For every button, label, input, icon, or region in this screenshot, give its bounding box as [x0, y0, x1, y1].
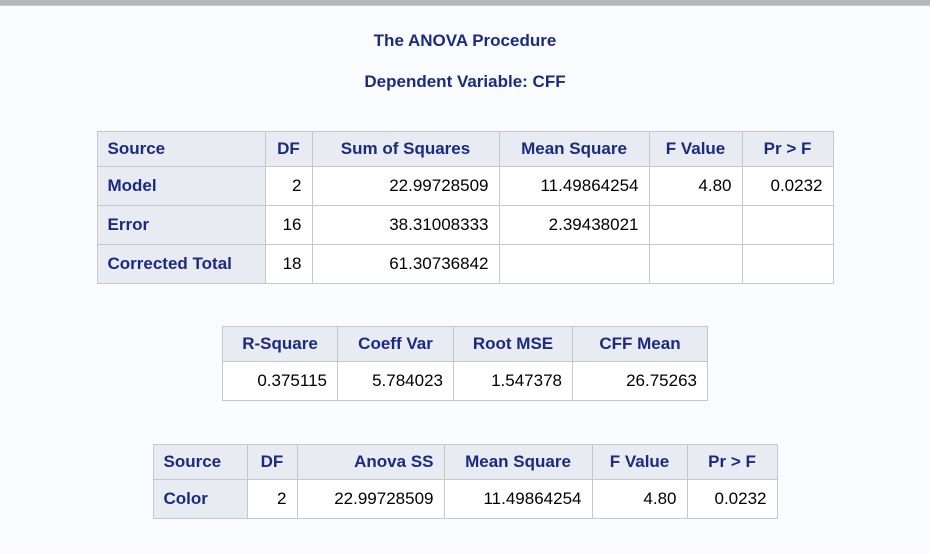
anova-row-corrected-total: Corrected Total 18 61.30736842 — [96, 244, 834, 284]
cff-mean-cell: 26.75263 — [572, 361, 708, 401]
root-mse-cell: 1.547378 — [453, 361, 573, 401]
effects-header-row: Source DF Anova SS Mean Square F Value P… — [152, 444, 778, 480]
f-value-cell: 4.80 — [591, 479, 688, 519]
dependent-variable-title: Dependent Variable: CFF — [364, 72, 566, 91]
f-value-cell — [648, 205, 743, 245]
fit-header-root-mse: Root MSE — [453, 326, 573, 362]
fit-header-row: R-Square Coeff Var Root MSE CFF Mean — [222, 326, 708, 362]
row-header-cell: Color — [152, 479, 248, 519]
sum-of-squares-cell: 38.31008333 — [311, 205, 500, 245]
mean-square-cell: 11.49864254 — [498, 166, 650, 206]
pr-f-cell: 0.0232 — [686, 479, 778, 519]
anova-ss-cell: 22.99728509 — [296, 479, 445, 519]
effects-header-anova-ss: Anova SS — [296, 444, 445, 480]
anova-header-source: Source — [96, 131, 266, 167]
df-cell: 18 — [264, 244, 313, 284]
row-header-cell: Corrected Total — [96, 244, 266, 284]
fit-values-row: 0.375115 5.784023 1.547378 26.75263 — [222, 361, 708, 401]
effects-table: Source DF Anova SS Mean Square F Value P… — [152, 444, 778, 519]
pr-f-cell — [741, 205, 834, 245]
fit-header-coeff-var: Coeff Var — [337, 326, 454, 362]
r-square-cell: 0.375115 — [222, 361, 338, 401]
anova-header-df: DF — [264, 131, 313, 167]
fit-header-cff-mean: CFF Mean — [572, 326, 708, 362]
anova-header-pr-f: Pr > F — [741, 131, 834, 167]
row-header-cell: Model — [96, 166, 266, 206]
effects-row-color: Color 2 22.99728509 11.49864254 4.80 0.0… — [152, 479, 778, 519]
window-edge-bar — [0, 0, 930, 6]
mean-square-cell: 2.39438021 — [498, 205, 650, 245]
pr-f-cell: 0.0232 — [741, 166, 834, 206]
anova-header-sum-of-squares: Sum of Squares — [311, 131, 500, 167]
df-cell: 2 — [264, 166, 313, 206]
effects-header-f-value: F Value — [591, 444, 688, 480]
fit-statistics-table: R-Square Coeff Var Root MSE CFF Mean 0.3… — [222, 326, 708, 401]
fit-header-r-square: R-Square — [222, 326, 338, 362]
f-value-cell — [648, 244, 743, 284]
df-cell: 16 — [264, 205, 313, 245]
coeff-var-cell: 5.784023 — [337, 361, 454, 401]
effects-header-mean-square: Mean Square — [443, 444, 593, 480]
effects-header-pr-f: Pr > F — [686, 444, 778, 480]
sum-of-squares-cell: 22.99728509 — [311, 166, 500, 206]
anova-header-mean-square: Mean Square — [498, 131, 650, 167]
anova-overall-table: Source DF Sum of Squares Mean Square F V… — [96, 131, 834, 284]
df-cell: 2 — [246, 479, 298, 519]
effects-header-source: Source — [152, 444, 248, 480]
mean-square-cell — [498, 244, 650, 284]
row-header-cell: Error — [96, 205, 266, 245]
anova-header-f-value: F Value — [648, 131, 743, 167]
anova-row-model: Model 2 22.99728509 11.49864254 4.80 0.0… — [96, 166, 834, 206]
sum-of-squares-cell: 61.30736842 — [311, 244, 500, 284]
pr-f-cell — [741, 244, 834, 284]
mean-square-cell: 11.49864254 — [443, 479, 593, 519]
anova-row-error: Error 16 38.31008333 2.39438021 — [96, 205, 834, 245]
anova-header-row: Source DF Sum of Squares Mean Square F V… — [96, 131, 834, 167]
procedure-title: The ANOVA Procedure — [373, 31, 557, 50]
effects-header-df: DF — [246, 444, 298, 480]
f-value-cell: 4.80 — [648, 166, 743, 206]
